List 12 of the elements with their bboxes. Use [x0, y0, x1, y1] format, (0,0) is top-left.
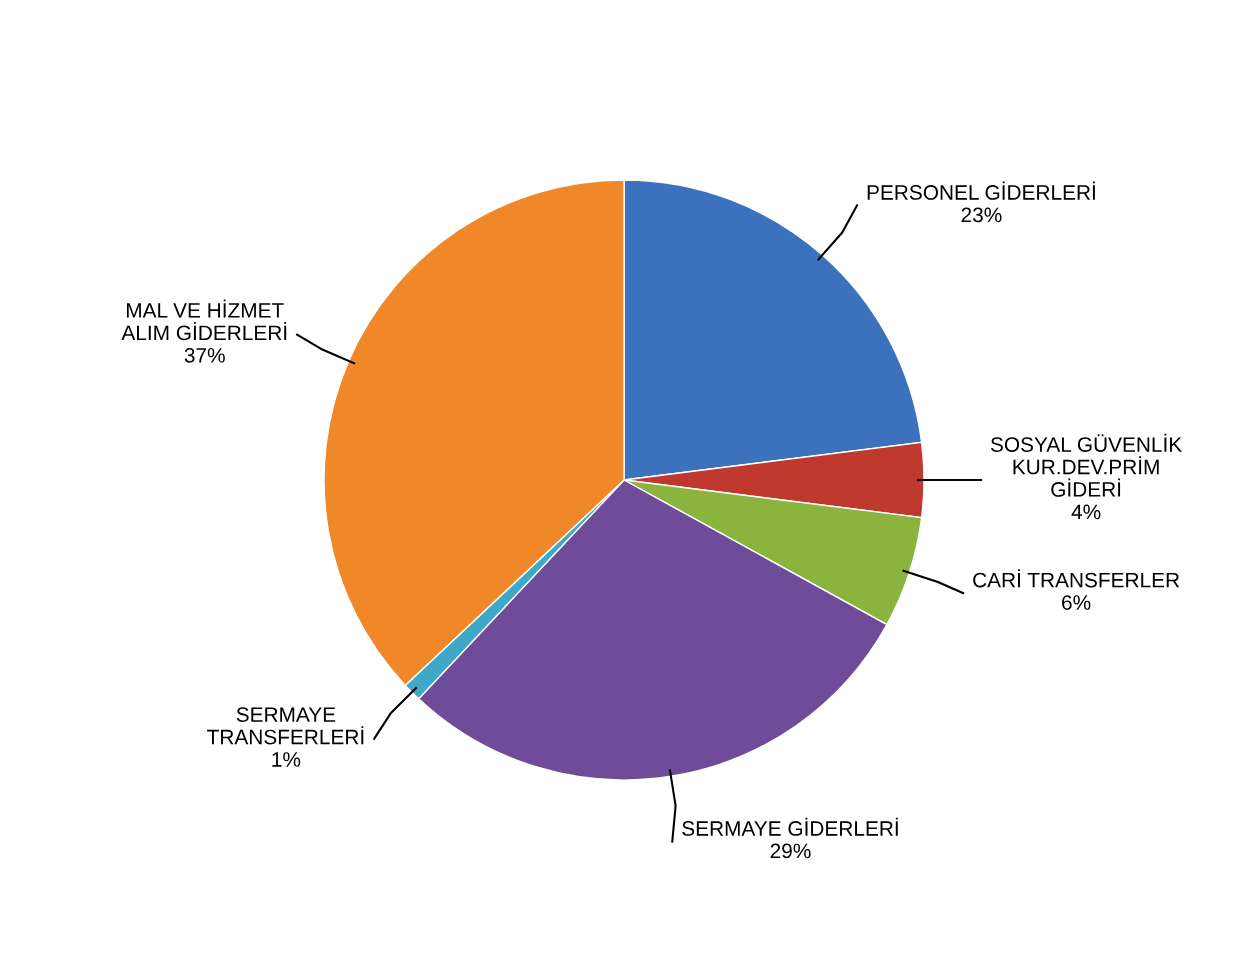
data-label: 29%: [770, 843, 811, 859]
slice-label: CARİ TRANSFERLER: [973, 569, 1180, 588]
data-label: 6%: [1062, 595, 1091, 610]
data-label: 37%: [184, 347, 225, 363]
slice-label: MAL VE HİZMET ALIM GİDERLERİ: [121, 299, 287, 341]
slice-label: SOSYAL GÜVENLİK KUR.DEV.PRİM GİDERİ: [990, 433, 1182, 497]
data-label: 1%: [272, 752, 301, 767]
data-label: 4%: [1071, 504, 1101, 520]
data-label: 23%: [961, 207, 1002, 223]
slice-label: SERMAYE GİDERLERİ: [682, 817, 898, 836]
slice-label: SERMAYE TRANSFERLERİ: [207, 707, 364, 745]
slice-label: PERSONEL GİDERLERİ: [867, 181, 1095, 200]
